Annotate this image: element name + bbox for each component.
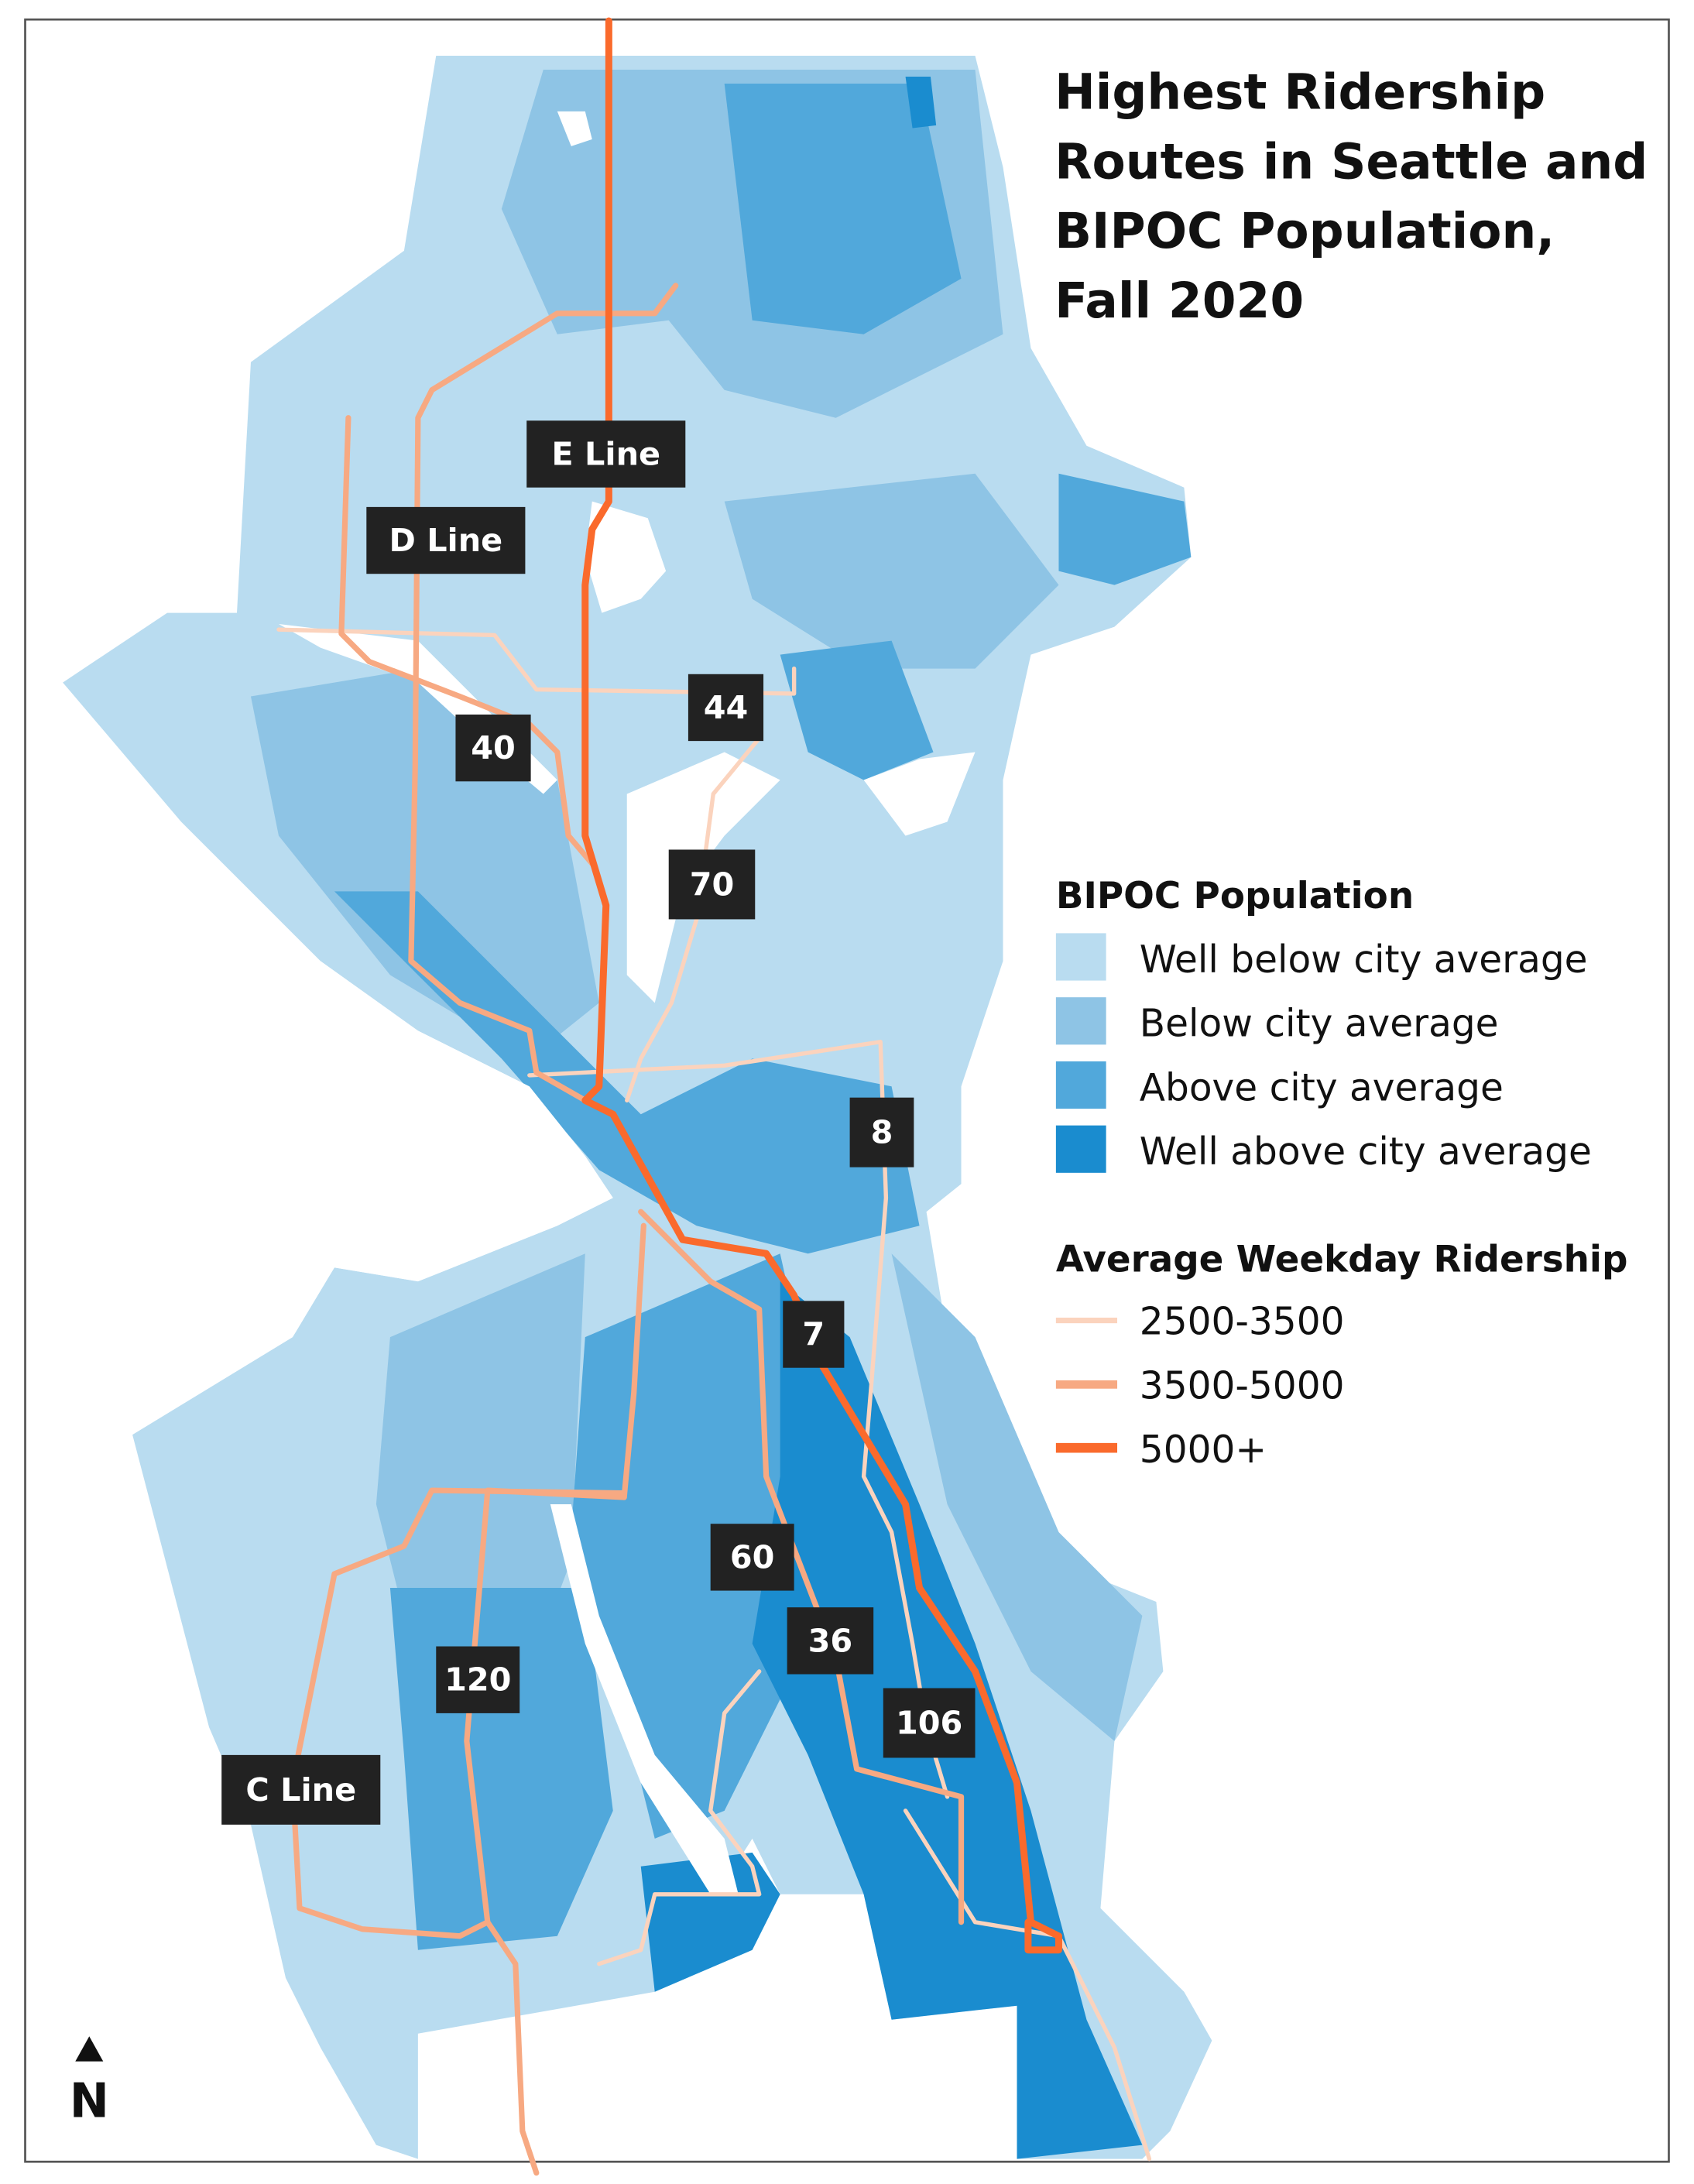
route-label-7: 7 (783, 1301, 845, 1368)
svg-text:120: 120 (444, 1661, 511, 1699)
below-average-area (724, 473, 1059, 669)
route-70-line (625, 735, 762, 1102)
green-lake-island (557, 111, 592, 146)
route-label-c-line: C Line (221, 1754, 381, 1825)
portage-bay (626, 752, 780, 1003)
below-average-area (375, 1253, 585, 1671)
svg-text:Well above city average: Well above city average (1140, 1130, 1592, 1174)
route-40-line (338, 415, 595, 867)
route-label-e-line: E Line (526, 420, 686, 488)
above-average-area (724, 83, 962, 334)
route-label-70: 70 (668, 849, 756, 920)
svg-text:E Line: E Line (551, 436, 660, 473)
route-36-line (638, 1209, 965, 1925)
below-average-area (891, 1253, 1143, 1741)
legend-item-below: Below city average (1055, 997, 1499, 1046)
svg-text:Above city average: Above city average (1140, 1066, 1504, 1109)
route-label-40: 40 (455, 714, 531, 782)
route-label-106: 106 (883, 1688, 976, 1758)
svg-text:D Line: D Line (389, 522, 502, 559)
svg-text:Average Weekday Ridership: Average Weekday Ridership (1056, 1239, 1628, 1281)
elliott-bay (56, 961, 613, 1435)
north-arrow-icon (75, 2036, 104, 2062)
route-label-44: 44 (688, 674, 764, 742)
above-average-area (780, 640, 934, 780)
svg-text:Fall 2020: Fall 2020 (1054, 273, 1304, 329)
svg-text:5000+: 5000+ (1140, 1428, 1267, 1472)
svg-text:106: 106 (896, 1704, 962, 1741)
svg-text:2500-3500: 2500-3500 (1140, 1301, 1345, 1344)
svg-text:8: 8 (871, 1114, 893, 1151)
well-above-average-area (905, 76, 937, 129)
svg-text:3500-5000: 3500-5000 (1140, 1364, 1345, 1407)
above-average-area (571, 1253, 836, 1839)
svg-text:N: N (70, 2074, 109, 2129)
lake-union (585, 501, 667, 613)
route-label-36: 36 (787, 1607, 874, 1675)
svg-text:BIPOC Population,: BIPOC Population, (1054, 203, 1555, 259)
svg-text:70: 70 (690, 866, 735, 903)
duwamish-river (550, 1504, 739, 1894)
above-average-area (1058, 473, 1192, 585)
route-d-line (408, 283, 679, 1103)
above-average-area (334, 891, 920, 1254)
route-label-60: 60 (710, 1524, 794, 1591)
legend-item-2500-3500: 2500-3500 (1055, 1301, 1345, 1344)
lake-washington-inlet (863, 752, 976, 836)
svg-text:Below city average: Below city average (1140, 1003, 1499, 1046)
route-label-d-line: D Line (366, 506, 526, 574)
legend-item-well-below: Well below city average (1055, 933, 1588, 982)
route-7-line (609, 1110, 1062, 1954)
svg-text:40: 40 (471, 729, 516, 766)
svg-text:Routes in Seattle and: Routes in Seattle and (1054, 133, 1648, 190)
svg-text:44: 44 (704, 689, 749, 726)
legend-item-5000-plus: 5000+ (1055, 1428, 1267, 1472)
legend-item-well-above: Well above city average (1055, 1125, 1592, 1174)
route-e-line (581, 17, 617, 1118)
well-above-average-area (640, 1852, 780, 1992)
route-60-south-line (597, 1669, 762, 1966)
legend-item-above: Above city average (1055, 1061, 1504, 1109)
svg-text:36: 36 (808, 1622, 853, 1659)
svg-text:C Line: C Line (245, 1771, 356, 1809)
route-labels: E Line D Line 44 40 70 8 7 60 36 106 120… (221, 420, 976, 1825)
svg-text:7: 7 (802, 1316, 825, 1353)
svg-text:Highest Ridership: Highest Ridership (1054, 63, 1545, 120)
legend: BIPOC Population Well below city average… (1055, 876, 1628, 1472)
route-label-120: 120 (436, 1646, 520, 1713)
route-44-line (276, 627, 797, 696)
legend-item-3500-5000: 3500-5000 (1055, 1364, 1345, 1407)
route-label-8: 8 (849, 1097, 914, 1167)
svg-text:Well below city average: Well below city average (1140, 938, 1588, 982)
route-60-line (621, 1222, 646, 1500)
north-arrow: N (70, 2036, 109, 2129)
map-area (56, 55, 1212, 2159)
map-title: Highest Ridership Routes in Seattle and … (1054, 63, 1648, 329)
svg-text:60: 60 (730, 1538, 775, 1575)
svg-text:BIPOC Population: BIPOC Population (1056, 876, 1414, 917)
